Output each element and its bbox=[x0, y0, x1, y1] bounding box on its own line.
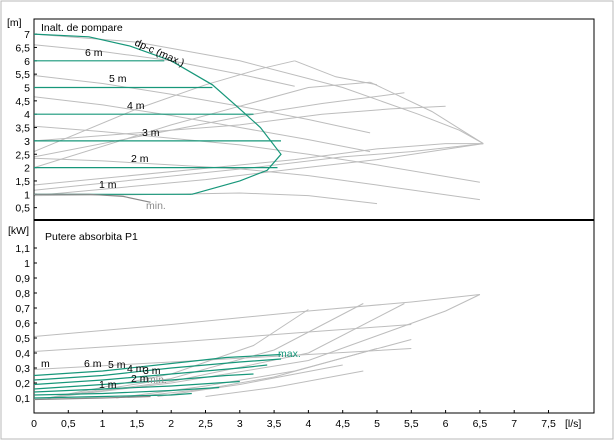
x-tick-9: 4,5 bbox=[335, 418, 350, 430]
plot-border bbox=[33, 18, 595, 414]
x-tick-15: 7,5 bbox=[541, 418, 556, 430]
layer-background bbox=[33, 33, 484, 399]
bottom-y-axis-label: [kW] bbox=[8, 225, 29, 237]
bottom-bg-curve-4 bbox=[47, 303, 405, 399]
x-tick-6: 3 bbox=[237, 418, 243, 430]
top-label-min: min. bbox=[146, 200, 166, 212]
bottom-y-tick-3: 0,4 bbox=[15, 348, 30, 360]
top-bg-curve-12 bbox=[33, 81, 371, 169]
bottom-y-tick-7: 0,8 bbox=[15, 288, 30, 300]
x-tick-0: 0 bbox=[31, 418, 37, 430]
top-y-tick-9: 5 bbox=[24, 83, 30, 95]
layer-text: 0,511,522,533,544,555,566,570,10,20,30,4… bbox=[7, 17, 581, 430]
top-label-2m: 2 m bbox=[131, 153, 149, 165]
bottom-bg-curve-1 bbox=[33, 324, 412, 352]
bottom-y-tick-10: 1,1 bbox=[15, 243, 30, 255]
top-label-4m: 4 m bbox=[127, 100, 145, 112]
layer-curves bbox=[33, 33, 282, 401]
bottom-y-tick-6: 0,7 bbox=[15, 303, 30, 315]
top-y-axis-label: [m] bbox=[7, 17, 22, 29]
bottom-y-tick-2: 0,3 bbox=[15, 363, 30, 375]
x-tick-2: 1 bbox=[100, 418, 106, 430]
top-bg-curve-3 bbox=[33, 96, 371, 153]
top-series-6 bbox=[33, 33, 282, 195]
bottom-bg-curve-10 bbox=[205, 370, 364, 397]
bottom-series-5 bbox=[33, 386, 220, 396]
x-tick-1: 0,5 bbox=[61, 418, 76, 430]
bottom-series-4 bbox=[33, 380, 240, 393]
x-tick-5: 2,5 bbox=[198, 418, 213, 430]
top-y-tick-7: 4 bbox=[24, 109, 30, 121]
bottom-series-2 bbox=[33, 364, 268, 386]
bottom-label-2m: 2 m bbox=[131, 373, 149, 385]
bottom-y-tick-5: 0,6 bbox=[15, 318, 30, 330]
x-axis-label: [l/s] bbox=[565, 418, 581, 430]
bottom-series-6 bbox=[33, 392, 192, 399]
bottom-bg-curve-8 bbox=[116, 339, 412, 399]
x-tick-3: 1,5 bbox=[130, 418, 145, 430]
x-tick-11: 5,5 bbox=[404, 418, 419, 430]
top-bg-curve-10 bbox=[33, 105, 446, 142]
top-bg-curve-15 bbox=[294, 60, 378, 86]
bottom-series-3 bbox=[33, 373, 254, 390]
x-tick-12: 6 bbox=[443, 418, 449, 430]
bottom-label-min: min. bbox=[147, 374, 167, 386]
top-y-tick-11: 6 bbox=[24, 56, 30, 68]
bottom-series-7 bbox=[33, 395, 151, 401]
bottom-label-1m: 1 m bbox=[99, 379, 117, 391]
top-y-tick-3: 2 bbox=[24, 163, 30, 175]
x-tick-8: 4 bbox=[305, 418, 311, 430]
bottom-y-tick-8: 0,9 bbox=[15, 273, 30, 285]
bottom-label-left-m: m bbox=[41, 358, 50, 370]
top-y-tick-1: 1 bbox=[24, 189, 30, 201]
bottom-bg-curve-0 bbox=[33, 294, 480, 337]
top-bg-curve-0 bbox=[33, 33, 484, 145]
top-label-1m: 1 m bbox=[99, 179, 117, 191]
x-tick-14: 7 bbox=[511, 418, 517, 430]
top-bg-curve-8 bbox=[33, 143, 484, 191]
bottom-y-tick-0: 0,1 bbox=[15, 393, 30, 405]
top-y-tick-10: 5,5 bbox=[15, 69, 30, 81]
top-y-tick-4: 2,5 bbox=[15, 149, 30, 161]
top-panel-title: Inalt. de pompare bbox=[41, 22, 123, 34]
bottom-bg-curve-6 bbox=[47, 309, 309, 399]
bottom-bg-curve-9 bbox=[157, 364, 343, 397]
top-bg-curve-2 bbox=[33, 75, 371, 134]
bottom-y-tick-1: 0,2 bbox=[15, 378, 30, 390]
top-y-tick-13: 7 bbox=[24, 29, 30, 41]
top-bg-curve-14 bbox=[369, 81, 484, 145]
top-bg-curve-4 bbox=[33, 125, 480, 183]
bottom-series-1 bbox=[33, 358, 282, 381]
x-tick-7: 3,5 bbox=[267, 418, 282, 430]
top-bg-curve-9 bbox=[33, 143, 484, 197]
top-y-tick-6: 3,5 bbox=[15, 123, 30, 135]
top-label-5m: 5 m bbox=[109, 73, 127, 85]
top-label-dpc-max: dp-c (max.) bbox=[133, 37, 186, 70]
bottom-label-4m: 4 m bbox=[127, 363, 145, 375]
bottom-label-6m: 6 m bbox=[84, 358, 102, 370]
x-tick-4: 2 bbox=[168, 418, 174, 430]
bottom-series-0 bbox=[33, 353, 282, 377]
top-y-tick-2: 1,5 bbox=[15, 176, 30, 188]
x-tick-13: 6,5 bbox=[473, 418, 488, 430]
bottom-y-tick-4: 0,5 bbox=[15, 333, 30, 345]
top-bg-curve-13 bbox=[33, 60, 295, 153]
top-label-6m: 6 m bbox=[85, 47, 103, 59]
top-label-3m: 3 m bbox=[142, 127, 160, 139]
bottom-bg-curve-2 bbox=[33, 348, 412, 370]
bottom-label-max: max. bbox=[278, 348, 301, 360]
bottom-label-3m: 3 m bbox=[143, 365, 161, 377]
top-series-7 bbox=[34, 193, 151, 203]
top-y-tick-0: 0,5 bbox=[15, 203, 30, 215]
top-y-tick-5: 3 bbox=[24, 136, 30, 148]
bottom-y-tick-9: 1 bbox=[24, 258, 30, 270]
bottom-label-5m: 5 m bbox=[108, 359, 126, 371]
x-tick-10: 5 bbox=[374, 418, 380, 430]
top-y-tick-8: 4,5 bbox=[15, 96, 30, 108]
top-y-tick-12: 6,5 bbox=[15, 42, 30, 54]
bottom-panel-title: Putere absorbita P1 bbox=[45, 231, 138, 243]
